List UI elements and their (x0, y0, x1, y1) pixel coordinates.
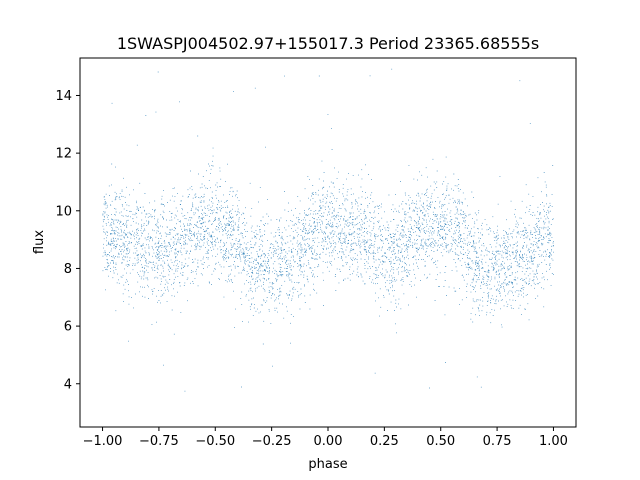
y-axis-label: flux (32, 230, 47, 254)
scatter-series-points (102, 68, 554, 392)
x-tick-label: 0.50 (426, 434, 455, 449)
y-tick-label: 4 (64, 377, 72, 392)
chart-title: 1SWASPJ004502.97+155017.3 Period 23365.6… (117, 34, 539, 53)
x-tick-label: −0.50 (195, 434, 235, 449)
x-axis-ticks: −1.00 −0.75 −0.50 −0.25 0.00 0.25 0.50 0.75 1.00 (83, 427, 568, 449)
data-points (102, 68, 554, 392)
y-tick-label: 10 (55, 204, 72, 219)
x-axis-label: phase (308, 457, 347, 472)
y-tick-label: 8 (64, 262, 72, 277)
y-tick-label: 12 (55, 147, 72, 162)
y-tick-label: 6 (64, 320, 72, 335)
x-tick-label: −1.00 (83, 434, 123, 449)
x-tick-label: 0.75 (483, 434, 512, 449)
x-tick-label: 0.00 (314, 434, 343, 449)
x-tick-label: −0.75 (139, 434, 179, 449)
y-axis-ticks: 4 6 8 10 12 14 (55, 89, 80, 392)
y-tick-label: 14 (55, 89, 72, 104)
x-tick-label: 0.25 (370, 434, 399, 449)
x-tick-label: 1.00 (539, 434, 568, 449)
x-tick-label: −0.25 (252, 434, 292, 449)
